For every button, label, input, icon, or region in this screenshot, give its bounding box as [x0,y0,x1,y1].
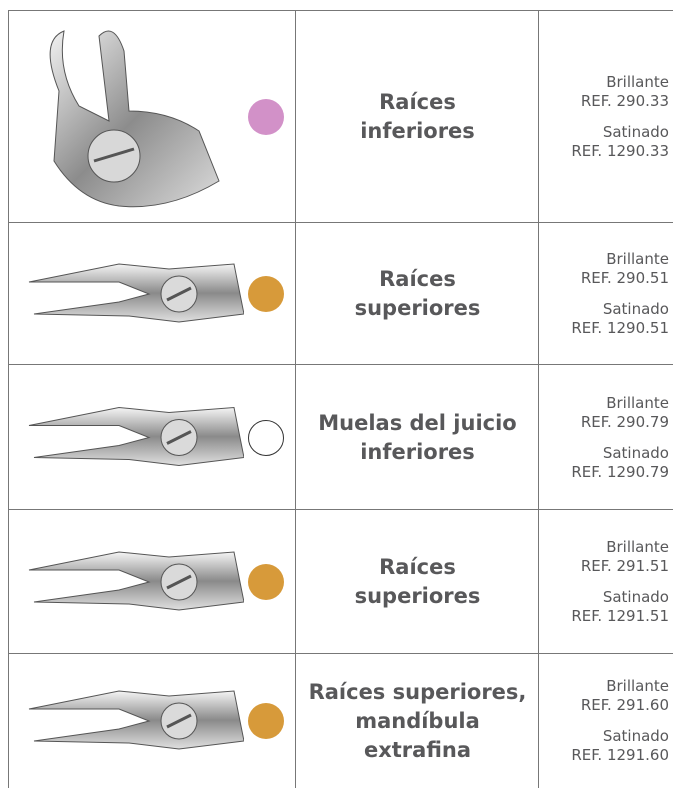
finish-label: Brillante [606,73,669,91]
name-cell: Muelas del juicio inferiores [295,365,539,510]
finish: Brillante REF. 291.51 [581,538,669,576]
name-cell: Raíces inferiores [295,11,539,223]
product-name: inferiores [360,119,475,143]
table-row: Raíces superiores, mandíbula extrafina Bril… [8,653,673,788]
reference-code: REF. 290.51 [580,269,669,287]
finish-label: Satinado [602,443,669,462]
reference-code: REF. 1290.33 [571,142,669,160]
finish-label: Satinado [602,727,669,745]
pliers-image [49,30,220,208]
name-cell: Raíces superiores [295,510,539,654]
product-name: superiores [354,296,481,320]
finish-label: Brillante [606,677,669,695]
reference-code: REF. 1290.51 [571,319,669,337]
image-cell [8,654,296,788]
reference-cell: Brillante REF. 290.79 Satinado REF. 1290.79 [538,365,669,510]
color-dot [248,419,284,456]
name-cell: Raíces superiores [295,223,539,365]
image-cell [8,365,296,510]
finish: Brillante REF. 291.60 [581,677,669,715]
finish: Brillante REF. 290.51 [581,250,669,288]
pliers-image [28,406,244,467]
finish-label: Brillante [606,393,669,412]
finish-label: Brillante [606,538,669,556]
reference-code: REF. 290.33 [580,92,669,110]
color-dot [248,276,284,312]
table-row: Raíces superiores Brillante REF. 290.51 Sati… [8,222,673,365]
reference-code: REF. 291.51 [580,557,669,575]
reference-code: REF. 1290.79 [571,462,669,481]
pliers-image [28,551,244,611]
finish: Brillante REF. 290.33 [581,73,669,111]
product-name: inferiores [360,439,475,464]
table-row: Muelas del juicio inferiores Brillante REF.… [8,364,673,510]
table-row: Raíces superiores Brillante REF. 291.51 Sati… [8,509,673,654]
finish-label: Satinado [602,123,669,141]
name-cell: Raíces superiores, mandíbula extrafina [295,654,539,788]
product-name: mandíbula [355,708,480,733]
image-cell [8,223,296,365]
reference-code: REF. 290.79 [580,412,669,431]
finish: Satinado REF. 1291.60 [571,727,669,765]
reference-cell: Brillante REF. 291.51 Satinado REF. 1291.51 [538,510,669,654]
finish-label: Satinado [602,300,669,318]
product-name: Raíces superiores, [308,679,527,704]
product-name: Raíces [379,555,456,579]
reference-code: REF. 1291.51 [571,607,669,625]
finish: Satinado REF. 1291.51 [571,588,669,626]
finish: Satinado REF. 1290.79 [571,444,669,482]
image-cell [8,11,296,223]
color-dot [248,703,284,739]
table-row: Raíces inferiores Brillante REF. 290.33 Sati… [8,10,673,223]
product-name: Raíces [379,90,456,114]
reference-code: REF. 291.60 [580,696,669,714]
reference-cell: Brillante REF. 291.60 Satinado REF. 1291.60 [538,654,669,788]
reference-cell: Brillante REF. 290.51 Satinado REF. 1290.51 [538,223,669,365]
image-cell [8,510,296,654]
finish: Satinado REF. 1290.51 [571,300,669,338]
pliers-image [28,263,244,323]
finish: Brillante REF. 290.79 [581,394,669,432]
finish: Satinado REF. 1290.33 [571,123,669,161]
product-name: superiores [354,584,481,608]
pliers-image [28,690,244,750]
product-name: Raíces [379,267,456,291]
finish-label: Brillante [606,250,669,268]
color-dot [248,99,284,135]
product-name: extrafina [363,737,472,762]
finish-label: Satinado [602,588,669,606]
product-name: Muelas del juicio [318,410,517,435]
color-dot [248,564,284,600]
reference-code: REF. 1291.60 [571,746,669,764]
reference-cell: Brillante REF. 290.33 Satinado REF. 1290.33 [538,11,669,223]
